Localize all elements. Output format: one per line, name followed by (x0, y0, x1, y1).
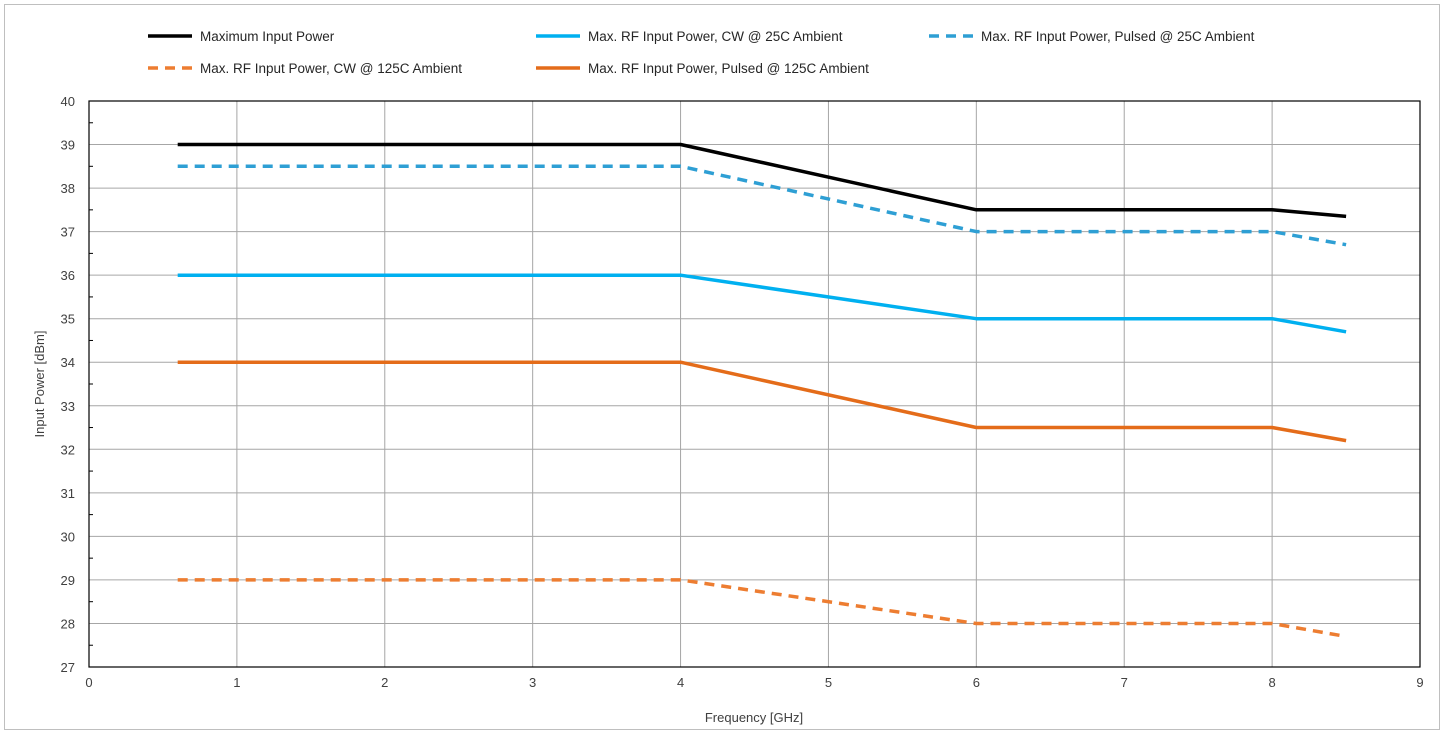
y-tick-labels: 27 28 29 30 31 32 33 34 35 36 37 38 39 40 (61, 94, 75, 675)
y-tick-label: 37 (61, 225, 75, 240)
x-tick-label: 2 (381, 675, 388, 690)
y-tick-label: 39 (61, 138, 75, 153)
legend-label: Max. RF Input Power, CW @ 25C Ambient (588, 29, 843, 44)
y-tick-label: 30 (61, 529, 75, 544)
y-tick-label: 35 (61, 312, 75, 327)
y-tick-label: 34 (61, 355, 75, 370)
y-tick-label: 31 (61, 486, 75, 501)
series-line (177, 273, 1347, 334)
x-tick-label: 3 (529, 675, 536, 690)
series-lines (177, 142, 1347, 639)
chart-frame (4, 4, 1440, 730)
legend-label: Max. RF Input Power, Pulsed @ 125C Ambie… (588, 61, 869, 76)
x-tick-label: 9 (1416, 675, 1423, 690)
y-tick-label: 36 (61, 268, 75, 283)
x-tick-label: 1 (233, 675, 240, 690)
legend-label: Max. RF Input Power, Pulsed @ 25C Ambien… (981, 29, 1255, 44)
legend-label: Max. RF Input Power, CW @ 125C Ambient (200, 61, 462, 76)
legend-label: Maximum Input Power (200, 29, 335, 44)
y-tick-label: 28 (61, 616, 75, 631)
y-tick-label: 40 (61, 94, 75, 109)
x-tick-label: 8 (1268, 675, 1275, 690)
y-axis-title: Input Power [dBm] (32, 331, 47, 438)
series-line (177, 578, 1347, 639)
grid (88, 100, 1421, 668)
series-line (177, 142, 1347, 219)
y-tick-label: 29 (61, 573, 75, 588)
x-tick-label: 5 (825, 675, 832, 690)
x-axis-title: Frequency [GHz] (705, 710, 803, 725)
legend: Maximum Input Power Max. RF Input Power, … (148, 29, 1255, 76)
x-tick-label: 7 (1121, 675, 1128, 690)
x-tick-label: 0 (85, 675, 92, 690)
y-tick-label: 33 (61, 399, 75, 414)
series-line (177, 164, 1347, 247)
y-tick-label: 38 (61, 181, 75, 196)
y-tick-label: 32 (61, 442, 75, 457)
y-tick-label: 27 (61, 660, 75, 675)
series-line (177, 360, 1347, 443)
x-tick-label: 4 (677, 675, 684, 690)
x-tick-labels: 0 1 2 3 4 5 6 7 8 9 (85, 675, 1423, 690)
x-tick-label: 6 (973, 675, 980, 690)
plot-area-border (88, 100, 1421, 668)
